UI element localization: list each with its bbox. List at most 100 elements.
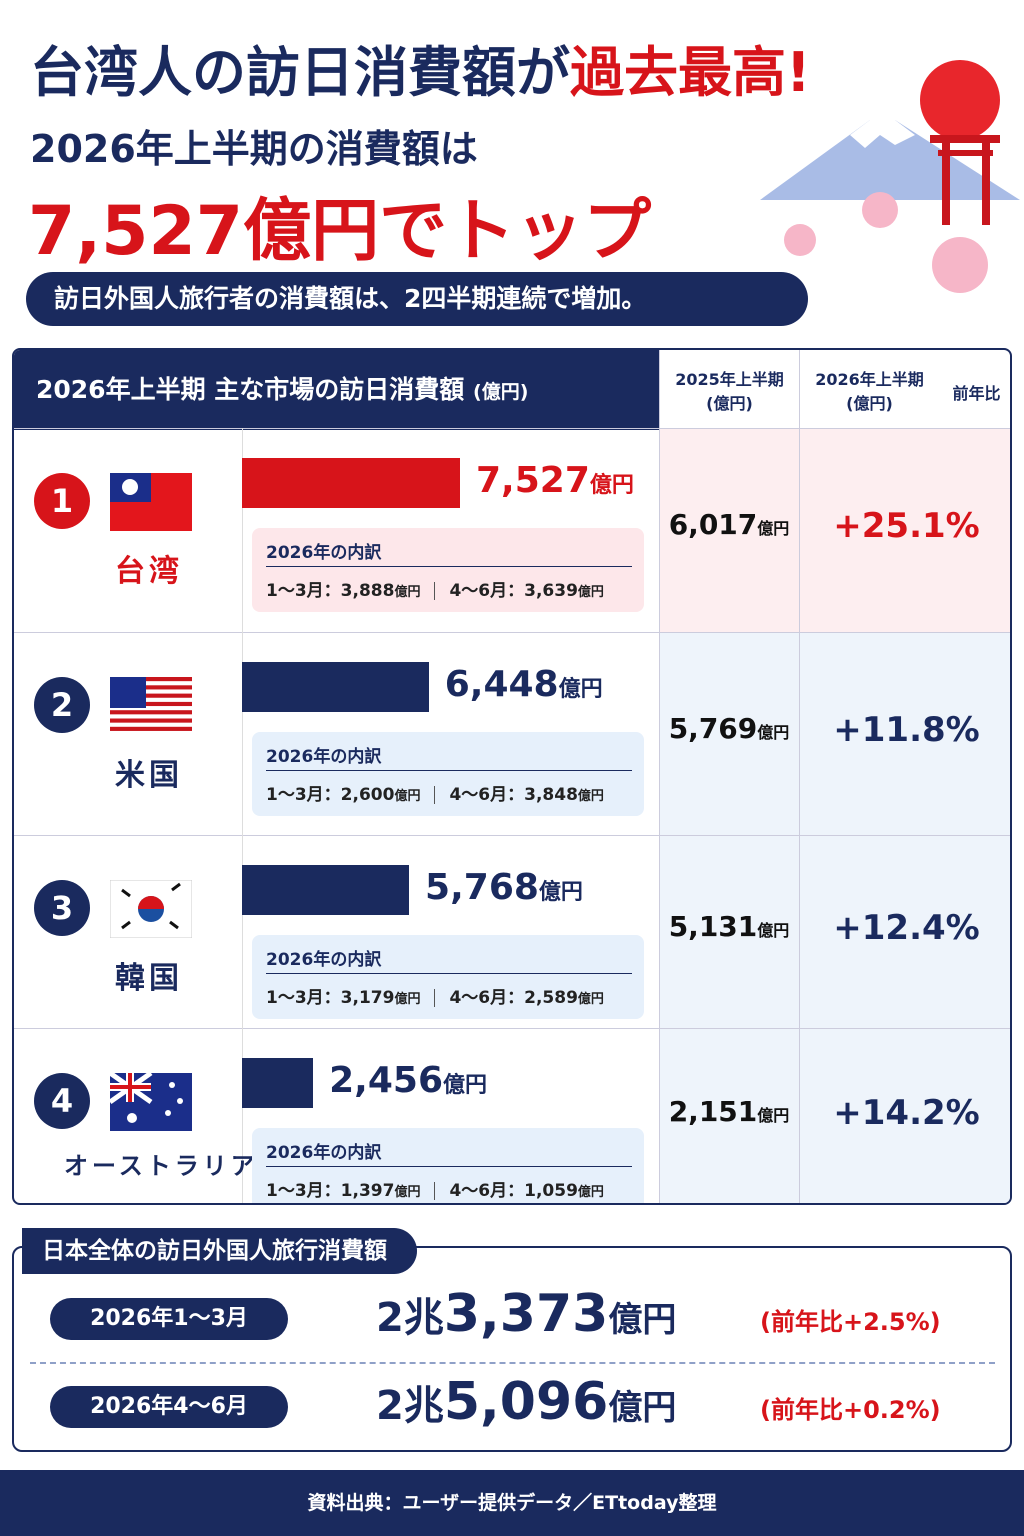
yoy: +11.8% — [833, 709, 980, 750]
total-amount: 2兆3,373億円 — [376, 1284, 676, 1344]
cell-divider — [799, 835, 800, 1028]
value-number: 6,448 — [444, 664, 559, 705]
col-label: 2025年上半期 — [675, 370, 784, 389]
unit: 億円 — [608, 1388, 677, 1428]
footer: 資料出典：ユーザー提供データ／ETtoday整理 — [0, 1470, 1024, 1536]
breakdown-title: 2026年の内訳 — [266, 1143, 382, 1163]
quarter-label: 4～6月： — [449, 988, 525, 1008]
separator — [434, 582, 436, 600]
quarter-value: 1,397 — [340, 1181, 395, 1201]
separator — [434, 1182, 436, 1200]
rank-badge: 1 — [34, 473, 90, 529]
breakdown-box: 2026年の内訳 1～3月：3,888億円 4～6月：3,639億円 — [252, 528, 644, 612]
yoy: +25.1% — [833, 506, 980, 546]
quarter-label: 1～3月： — [266, 581, 341, 601]
breakdown-box: 2026年の内訳 1～3月：3,179億円 4～6月：2,589億円 — [252, 935, 644, 1019]
total-yoy: (前年比+2.5%) — [760, 1308, 941, 1336]
cell-divider — [659, 1028, 660, 1203]
value-number: 5,768 — [425, 867, 539, 908]
headline: 7,527億円でトップ — [28, 192, 652, 271]
row-background — [659, 835, 1010, 1028]
breakdown-rule — [266, 770, 632, 771]
unit: 億円 — [577, 1185, 604, 1200]
unit: 億円 — [394, 789, 421, 804]
cell-divider — [659, 428, 660, 632]
title: 台湾人の訪日消費額が — [30, 41, 570, 104]
col-label: 前年比 — [952, 384, 1001, 403]
prev-value: 5,769億円 — [659, 712, 799, 745]
flag — [110, 677, 192, 739]
cell-divider — [659, 632, 660, 835]
quarter-label: 4～6月： — [449, 785, 525, 805]
country-name: 台湾 — [115, 554, 183, 589]
unit: 億円 — [757, 920, 790, 940]
cell-divider — [242, 1028, 243, 1203]
prev-value: 5,131億円 — [659, 910, 799, 943]
prev-value: 6,017億円 — [659, 508, 799, 541]
prev-number: 5,131 — [668, 909, 758, 943]
col-label: 2026年上半期 — [815, 370, 924, 389]
cell-divider — [799, 632, 800, 835]
flag — [109, 879, 193, 942]
quarter-label: 1～3月： — [266, 1181, 341, 1201]
total-yoy: (前年比+0.2%) — [760, 1396, 941, 1424]
unit: 億円 — [394, 1185, 421, 1200]
row-background — [659, 632, 1010, 835]
header-label: 2026年上半期 主な市場の訪日消費額 — [36, 375, 465, 404]
bar — [242, 1058, 314, 1108]
separator — [434, 786, 436, 804]
col-unit: (億円) — [846, 394, 893, 413]
value-number: 7,527 — [476, 460, 590, 501]
breakdown-title: 2026年の内訳 — [266, 747, 382, 767]
period-pill: 2026年4～6月 — [50, 1386, 288, 1428]
quarter-value: 3,888 — [340, 581, 395, 601]
breakdown-values: 1～3月：2,600億円 4～6月：3,848億円 — [266, 780, 604, 805]
value-label: 2,456億円 — [329, 1060, 487, 1101]
cell-divider — [659, 835, 660, 1028]
quarter-value: 2,600 — [340, 785, 395, 805]
period-pill: 2026年1～3月 — [50, 1298, 288, 1340]
quarter-label: 4～6月： — [449, 581, 525, 601]
row-divider — [14, 1028, 659, 1029]
decoration — [760, 60, 1020, 293]
bar — [242, 662, 429, 712]
value-number: 2,456 — [329, 1060, 443, 1101]
prev-number: 2,151 — [668, 1094, 758, 1128]
quarter-value: 3,848 — [524, 785, 578, 805]
breakdown-title: 2026年の内訳 — [266, 950, 382, 970]
quarter-value: 1,059 — [524, 1181, 578, 1201]
breakdown-values: 1～3月：3,888億円 4～6月：3,639億円 — [266, 576, 604, 601]
table-header: 2026年上半期 主な市場の訪日消費額 (億円) — [14, 350, 659, 430]
breakdown-box: 2026年の内訳 1～3月：1,397億円 4～6月：1,059億円 — [252, 1128, 644, 1203]
unit: 億円 — [577, 585, 604, 600]
unit: 億円 — [757, 519, 790, 538]
quarter-label: 1～3月： — [266, 988, 341, 1008]
unit: 億円 — [394, 585, 421, 600]
prev-number: 5,769 — [668, 711, 758, 745]
unit: 億円 — [394, 992, 421, 1007]
col-header: 2025年上半期 (億円) — [659, 350, 799, 430]
title-highlight: 過去最高! — [570, 41, 811, 104]
divider — [30, 1362, 995, 1364]
cell-divider — [242, 835, 243, 1028]
rank-badge: 2 — [34, 677, 90, 733]
col-header: 2026年上半期 (億円) — [799, 350, 939, 430]
rank-badge: 3 — [34, 880, 90, 936]
value-label: 6,448億円 — [445, 664, 603, 705]
separator — [434, 989, 436, 1007]
breakdown-rule — [266, 566, 632, 567]
bar — [242, 865, 410, 915]
amount-cho: 2兆 — [376, 1383, 444, 1429]
row-background — [659, 1028, 1010, 1203]
breakdown-rule — [266, 973, 632, 974]
amount-number: 5,096 — [443, 1372, 609, 1432]
breakdown-rule — [266, 1166, 632, 1167]
unit: 億円 — [757, 1105, 790, 1125]
breakdown-title: 2026年の内訳 — [266, 543, 382, 563]
quarter-label: 1～3月： — [266, 785, 341, 805]
cell-divider — [242, 632, 243, 835]
row-divider — [14, 632, 659, 633]
unit: 億円 — [757, 722, 790, 742]
unit: 億円 — [589, 473, 634, 498]
